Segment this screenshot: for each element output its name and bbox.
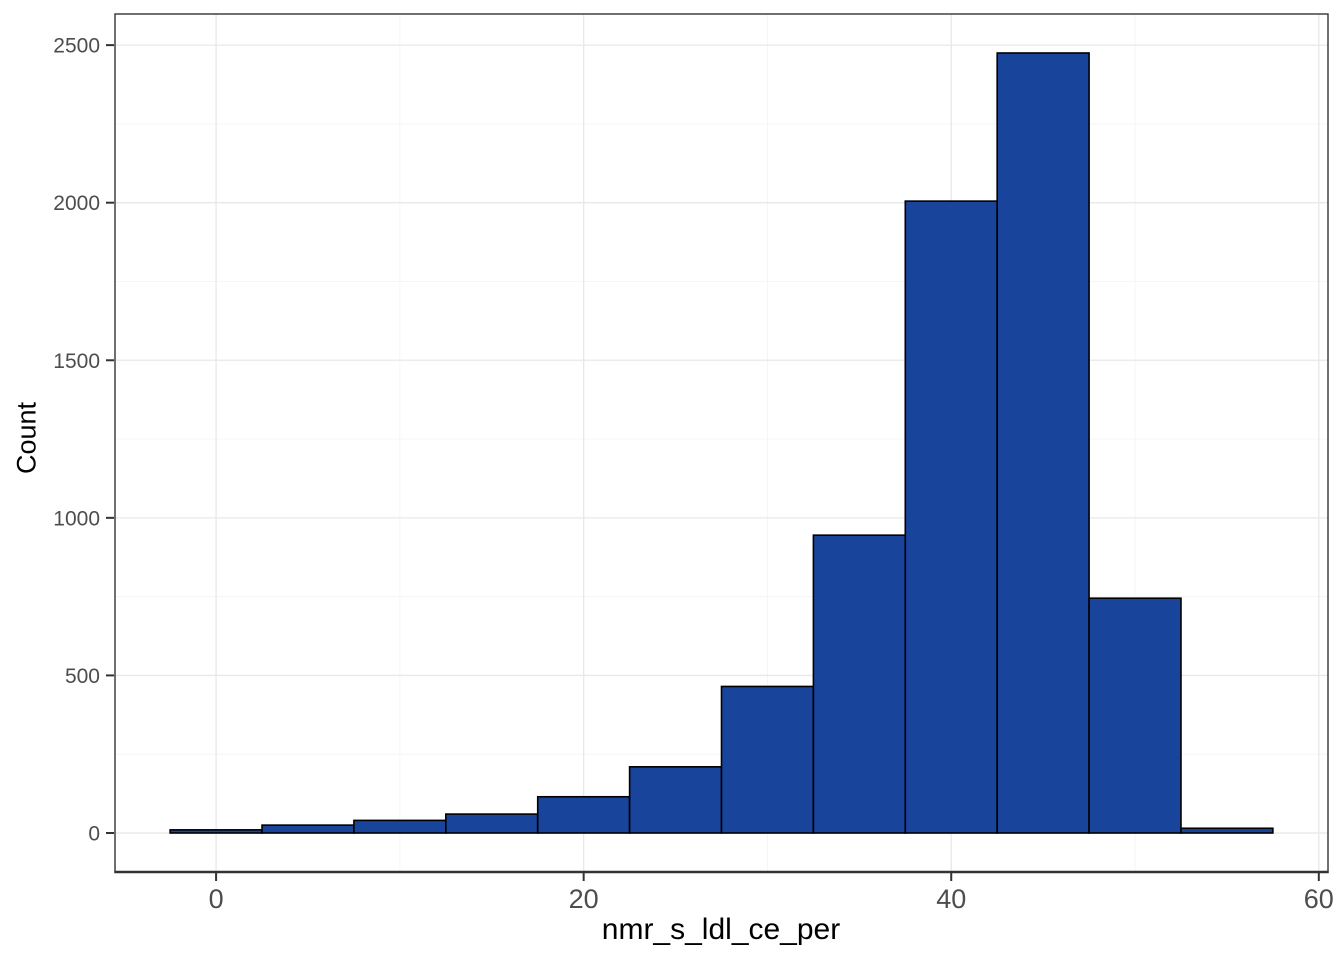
histogram-bar [445, 813, 539, 834]
x-tick-label: 40 [936, 884, 966, 914]
histogram-bar [904, 200, 998, 834]
y-tick-label: 1500 [53, 350, 100, 373]
histogram-bar [1088, 597, 1182, 834]
x-axis-title: nmr_s_ldl_ce_per [601, 913, 841, 946]
axis-ticks [106, 44, 1320, 881]
y-axis-title: Count [11, 401, 42, 475]
y-tick-label: 2500 [53, 35, 100, 58]
y-tick-label: 1000 [53, 507, 100, 530]
histogram-bars [169, 52, 1274, 834]
y-tick-label: 2000 [53, 192, 100, 215]
histogram-bar [536, 795, 631, 834]
histogram-bar [261, 824, 355, 834]
x-tick-label: 20 [569, 884, 599, 914]
y-tick-label: 500 [65, 665, 100, 688]
y-tick-label: 0 [88, 823, 100, 846]
histogram-bar [812, 534, 907, 834]
histogram-bar [1180, 827, 1274, 834]
x-tick-label: 60 [1304, 884, 1334, 914]
histogram-bar [996, 52, 1090, 834]
x-tick-label: 0 [209, 884, 224, 914]
y-tick-labels: 0 500 1000 1500 2000 2500 [53, 35, 100, 846]
histogram-bar [169, 829, 263, 834]
histogram-bar [353, 819, 447, 834]
histogram-bar [628, 766, 723, 834]
histogram-bar [720, 685, 815, 834]
x-tick-labels: 0 20 40 60 [209, 884, 1334, 914]
